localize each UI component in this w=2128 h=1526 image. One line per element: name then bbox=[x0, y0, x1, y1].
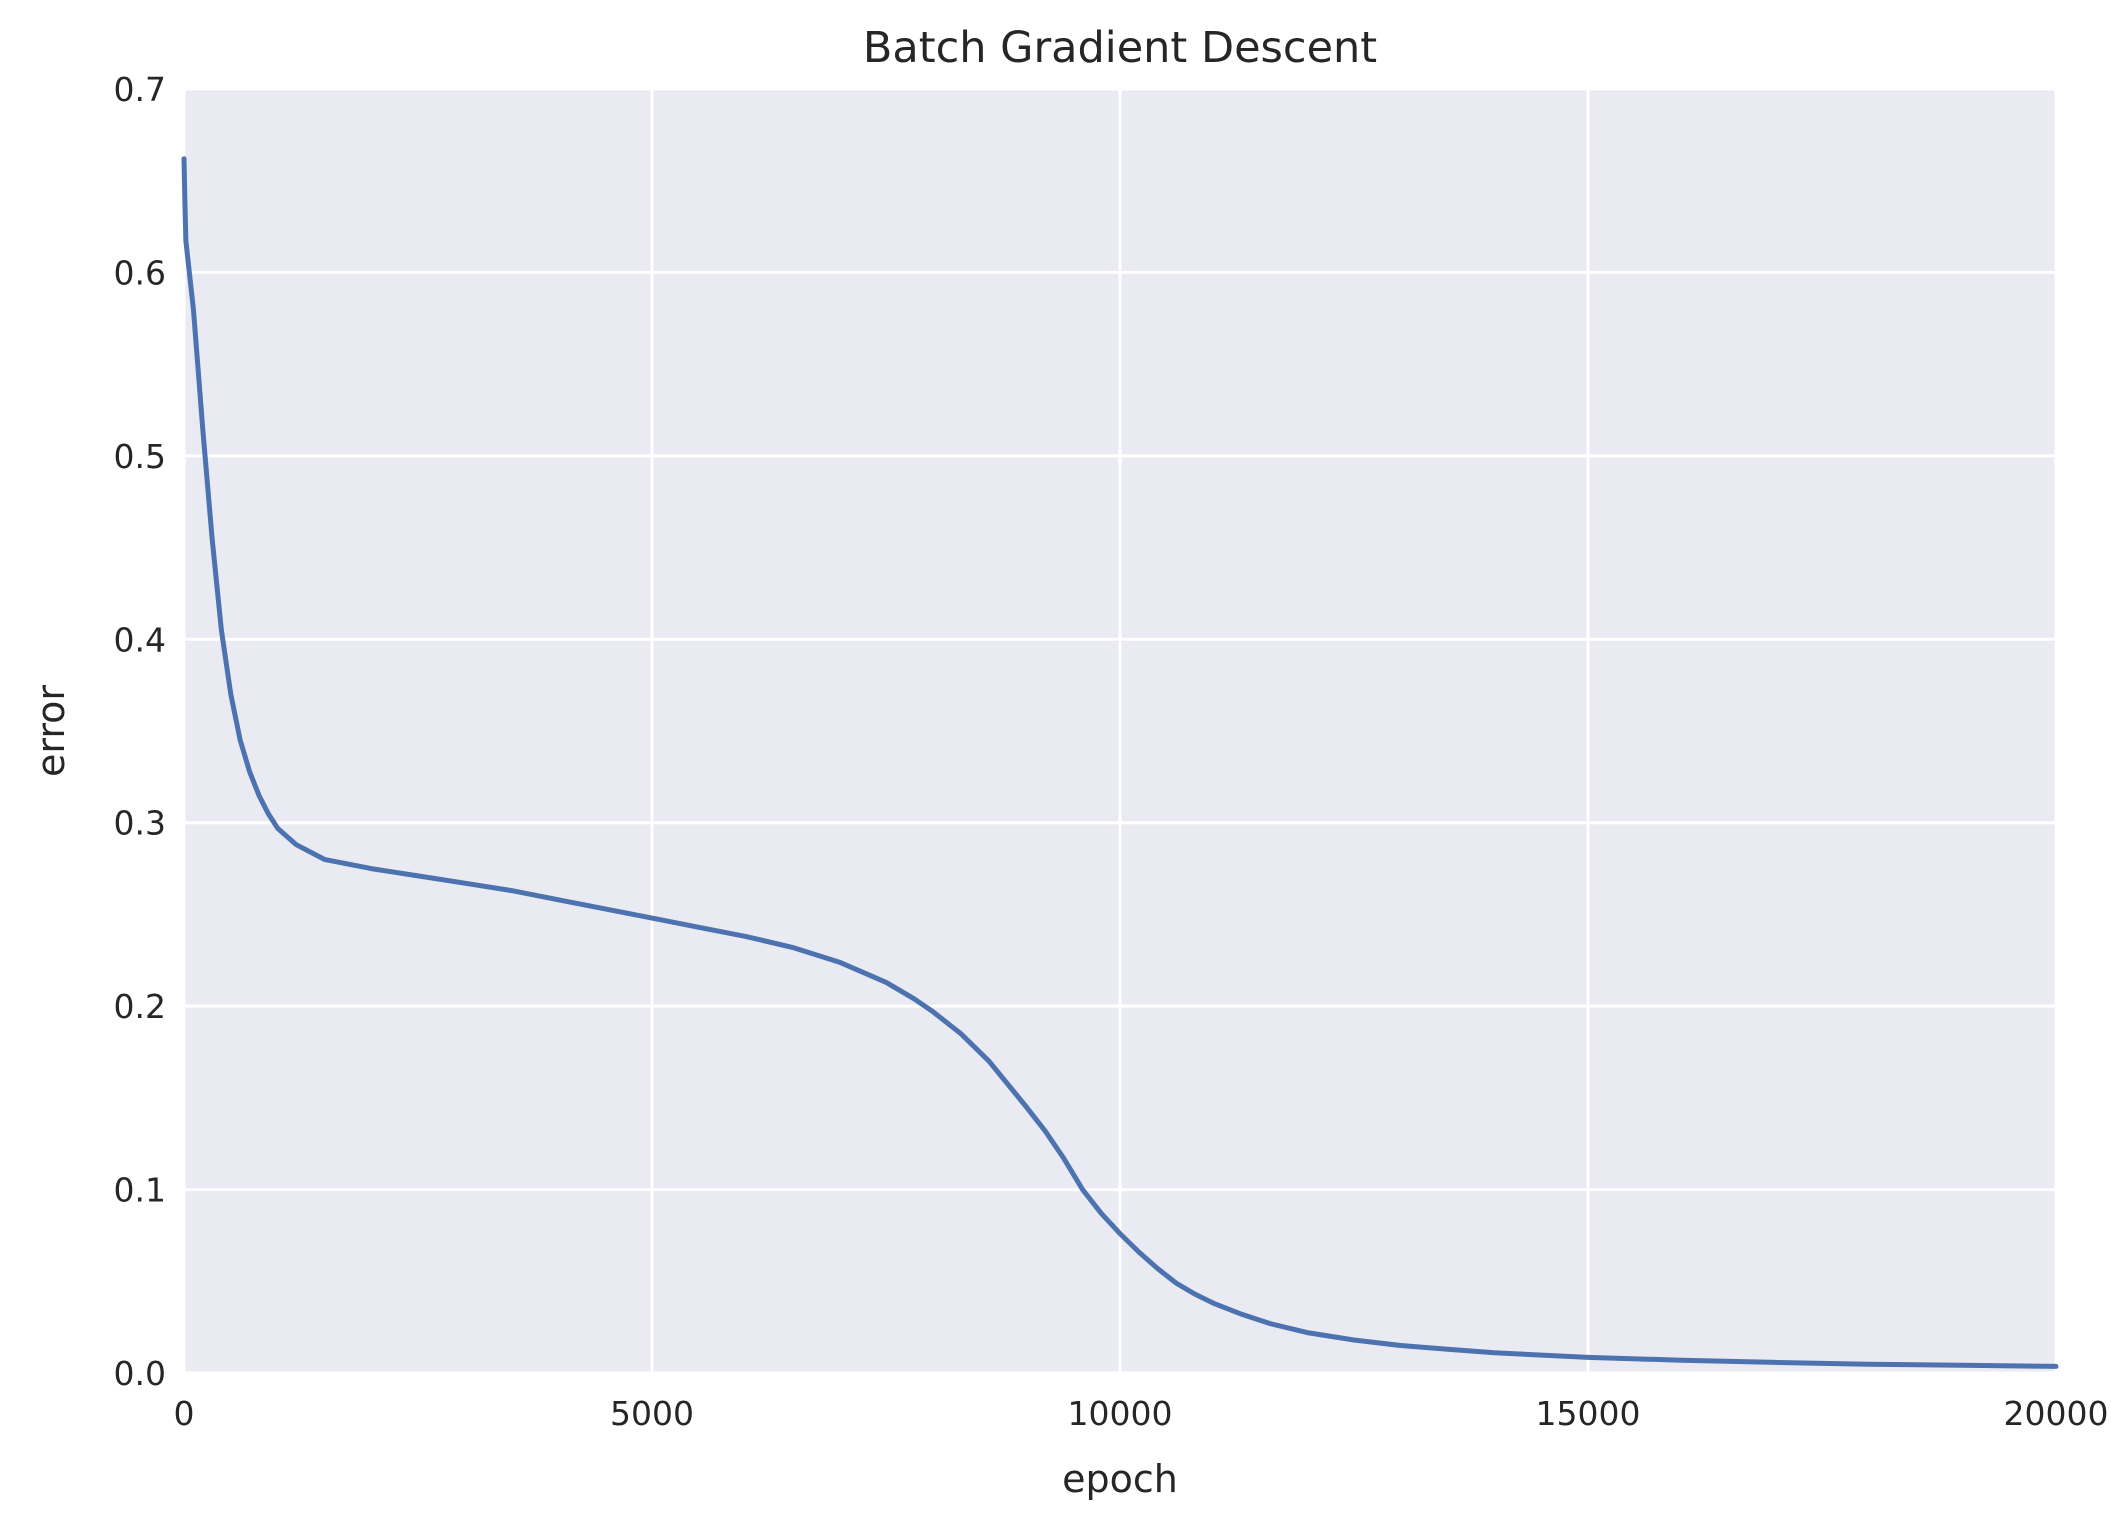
x-tick-label: 15000 bbox=[1536, 1394, 1641, 1433]
chart-title: Batch Gradient Descent bbox=[863, 23, 1377, 73]
data-series bbox=[181, 156, 2059, 1369]
vertical-gridlines bbox=[182, 89, 2058, 1373]
x-tick-label: 5000 bbox=[610, 1394, 694, 1433]
y-tick-label: 0.0 bbox=[114, 1354, 166, 1393]
x-tick-labels: 0 5000 10000 15000 20000 bbox=[174, 1394, 2109, 1433]
y-tick-label: 0.7 bbox=[114, 70, 166, 109]
x-tick-label: 20000 bbox=[2004, 1394, 2109, 1433]
series-line bbox=[181, 156, 2059, 1369]
x-tick-label: 10000 bbox=[1068, 1394, 1173, 1433]
horizontal-gridlines bbox=[184, 87, 2056, 1375]
y-tick-label: 0.3 bbox=[114, 804, 166, 843]
y-axis-label: error bbox=[29, 685, 73, 777]
x-tick-label: 0 bbox=[174, 1394, 195, 1433]
y-tick-label: 0.4 bbox=[114, 620, 166, 659]
y-tick-label: 0.5 bbox=[114, 437, 166, 476]
y-tick-labels: 0.0 0.1 0.2 0.3 0.4 0.5 0.6 0.7 bbox=[114, 70, 166, 1393]
y-tick-label: 0.6 bbox=[114, 253, 166, 292]
x-axis-label: epoch bbox=[1062, 1457, 1178, 1501]
y-tick-label: 0.2 bbox=[114, 987, 166, 1026]
y-tick-label: 0.1 bbox=[114, 1171, 166, 1210]
